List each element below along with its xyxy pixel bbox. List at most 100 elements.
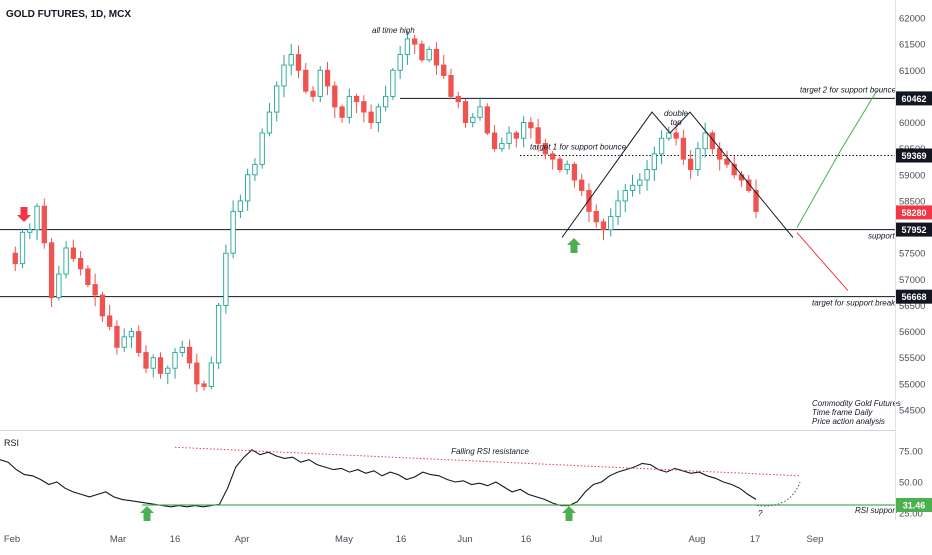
candle <box>353 95 360 103</box>
candle <box>339 106 345 118</box>
candle <box>143 352 149 369</box>
candle <box>41 205 47 244</box>
candle <box>85 268 91 286</box>
last-price-label: 58280 <box>901 208 926 218</box>
candle <box>252 163 258 176</box>
candle <box>179 346 185 353</box>
candle <box>608 216 614 231</box>
candle <box>499 142 505 150</box>
candle <box>70 247 77 259</box>
candle <box>281 64 287 87</box>
price-tick-label: 62000 <box>899 14 925 25</box>
rsi-value-badge <box>896 497 932 512</box>
annotation-timeframe: Time frame Daily <box>812 408 873 417</box>
candle <box>550 153 556 160</box>
candle <box>731 163 737 176</box>
candle <box>208 362 214 387</box>
level-badge <box>896 148 932 163</box>
x-tick-label: 16 <box>396 534 407 545</box>
price-tick-label: 57000 <box>899 275 925 286</box>
x-tick-label: 16 <box>521 534 532 545</box>
candle <box>346 95 352 118</box>
level-note: support <box>868 232 895 241</box>
candle <box>288 54 294 66</box>
candle <box>615 200 621 218</box>
candle <box>165 367 171 374</box>
level-note: target for support break <box>812 299 896 308</box>
candle <box>157 357 164 374</box>
candle <box>12 252 18 265</box>
candle <box>361 101 367 113</box>
candle <box>593 210 599 223</box>
level-badge <box>896 91 932 106</box>
candle <box>470 116 476 123</box>
rsi-green-arrow-icon <box>562 506 576 521</box>
rsi-resistance-note: Falling RSI resistance <box>451 447 529 456</box>
candle <box>295 54 302 71</box>
candle <box>136 331 142 353</box>
red-down-arrow-icon <box>17 207 31 222</box>
candle <box>477 106 483 118</box>
x-tick-label: 16 <box>170 534 181 545</box>
level-badge-label: 59369 <box>901 151 926 161</box>
candle <box>651 153 657 171</box>
candle <box>34 205 40 231</box>
price-tick-label: 55000 <box>899 379 925 390</box>
rsi-green-arrow-icon <box>140 506 154 521</box>
annotation-all-time-high: all time high <box>372 26 415 35</box>
candle <box>666 132 672 139</box>
candle <box>77 257 84 270</box>
candle <box>412 38 418 45</box>
candle <box>150 357 156 369</box>
annotation-analysis: Price action analysis <box>812 417 885 426</box>
candle <box>426 48 432 61</box>
candle <box>128 331 135 338</box>
x-tick-label: Mar <box>110 534 126 545</box>
candle <box>266 111 273 134</box>
price-tick-label: 61000 <box>899 66 925 77</box>
candle <box>215 305 222 364</box>
candle <box>317 69 323 97</box>
candle <box>368 111 374 123</box>
x-tick-label: Jul <box>590 534 602 545</box>
price-tick-label: 61500 <box>899 40 925 51</box>
rsi-tick-label: 25.00 <box>899 509 923 520</box>
candle <box>201 383 207 387</box>
rsi-label: RSI <box>4 438 19 448</box>
candle <box>629 184 636 191</box>
x-tick-label: Jun <box>457 534 472 545</box>
candle <box>324 69 331 87</box>
x-tick-label: Sep <box>807 534 824 545</box>
price-tick-label: 59000 <box>899 170 925 181</box>
candle <box>709 132 716 150</box>
candle <box>637 179 643 186</box>
candle <box>99 294 106 317</box>
candle <box>245 174 251 202</box>
candle <box>491 132 498 150</box>
candle <box>274 85 280 113</box>
candle <box>528 122 534 129</box>
candle <box>753 190 759 212</box>
candle <box>172 352 178 369</box>
candle <box>397 54 403 71</box>
candle <box>404 38 411 56</box>
x-tick-label: May <box>335 534 353 545</box>
candle <box>375 106 382 123</box>
candle <box>702 132 708 150</box>
annotation-double-top: double <box>664 109 689 118</box>
annotation-double-top: top <box>670 118 682 127</box>
candle <box>448 75 454 97</box>
double-top-pattern <box>561 111 794 238</box>
level-note: target 2 for support bounce <box>800 85 897 94</box>
candle <box>484 106 490 134</box>
candle <box>586 190 592 212</box>
candle <box>695 148 701 171</box>
candle <box>441 64 447 76</box>
candle <box>107 315 113 327</box>
candle <box>56 273 62 299</box>
candle <box>557 158 563 171</box>
candle <box>230 210 236 254</box>
candle <box>622 190 628 202</box>
price-tick-label: 57500 <box>899 249 925 260</box>
